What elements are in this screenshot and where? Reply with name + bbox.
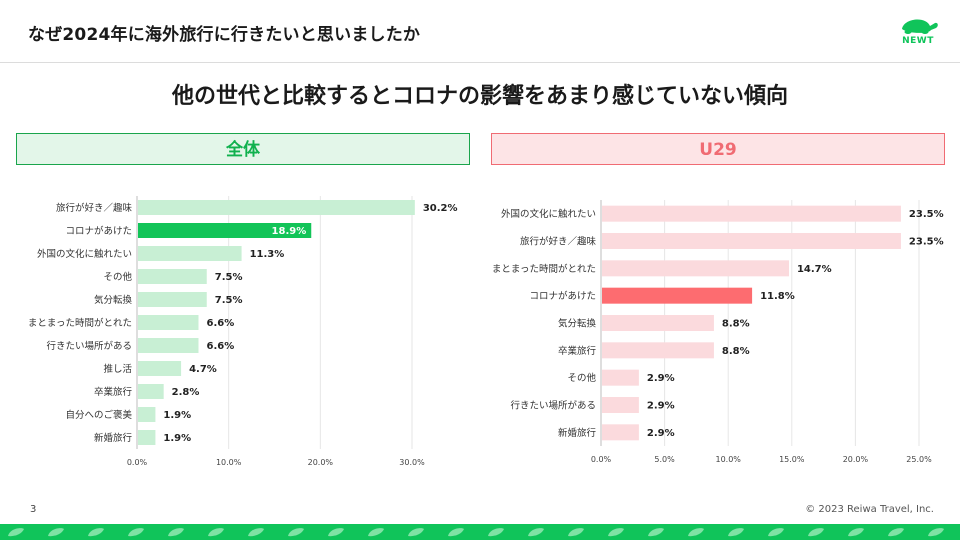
- overall-bar: [138, 315, 199, 330]
- overall-value-label: 1.9%: [163, 410, 191, 421]
- u29-bar: [602, 233, 901, 249]
- overall-xtick-label: 10.0%: [216, 458, 242, 467]
- overall-category-label: 新婚旅行: [94, 432, 133, 444]
- overall-value-label: 4.7%: [189, 364, 217, 375]
- overall-category-label: 自分へのご褒美: [65, 409, 132, 421]
- u29-xtick-label: 15.0%: [779, 455, 805, 464]
- u29-bar: [602, 369, 639, 386]
- u29-value-label: 23.5%: [909, 209, 944, 220]
- u29-bar: [602, 205, 901, 222]
- u29-value-label: 23.5%: [909, 237, 944, 248]
- copyright-text: © 2023 Reiwa Travel, Inc.: [805, 504, 934, 515]
- overall-category-label: 推し活: [103, 363, 132, 375]
- u29-category-label: その他: [567, 372, 596, 384]
- panel-heading-u29: U29: [491, 133, 945, 165]
- overall-category-label: まとまった時間がとれた: [28, 317, 132, 329]
- u29-category-label: コロナがあけた: [529, 290, 596, 302]
- overall-value-label: 18.9%: [272, 226, 307, 237]
- page-number: 3: [30, 504, 37, 515]
- leaf-pattern-icon: [8, 528, 944, 537]
- overall-value-label: 7.5%: [215, 295, 243, 306]
- u29-value-label: 2.9%: [647, 373, 675, 384]
- overall-value-label: 7.5%: [215, 272, 243, 283]
- brand-logo: NEWT: [896, 12, 940, 52]
- u29-xtick-label: 20.0%: [843, 455, 869, 464]
- u29-xtick-label: 0.0%: [591, 455, 612, 464]
- u29-bar: [602, 397, 639, 413]
- u29-value-label: 2.9%: [647, 401, 675, 412]
- u29-value-label: 8.8%: [722, 346, 750, 357]
- overall-bar: [138, 200, 415, 215]
- u29-category-label: 旅行が好き／趣味: [520, 236, 597, 248]
- overall-category-label: 旅行が好き／趣味: [56, 202, 133, 214]
- u29-value-label: 8.8%: [722, 319, 750, 330]
- overall-value-label: 2.8%: [172, 387, 200, 398]
- overall-bar: [138, 430, 156, 445]
- footer-band: [0, 524, 960, 540]
- page-title: なぜ2024年に海外旅行に行きたいと思いましたか: [28, 25, 421, 45]
- overall-value-label: 11.3%: [250, 249, 285, 260]
- overall-category-label: 外国の文化に触れたい: [37, 248, 132, 260]
- overall-category-label: 卒業旅行: [94, 386, 133, 398]
- overall-value-label: 30.2%: [423, 203, 458, 214]
- panel-heading-overall: 全体: [16, 133, 470, 165]
- u29-category-label: 新婚旅行: [558, 427, 597, 439]
- u29-bar: [602, 287, 753, 304]
- overall-bar: [138, 407, 156, 422]
- overall-bar: [138, 292, 207, 307]
- overall-xtick-label: 30.0%: [399, 458, 425, 467]
- overall-xtick-label: 0.0%: [127, 458, 148, 467]
- overall-value-label: 1.9%: [163, 433, 191, 444]
- overall-bar: [138, 246, 242, 261]
- u29-value-label: 11.8%: [760, 291, 795, 302]
- overall-category-label: 行きたい場所がある: [46, 340, 132, 352]
- u29-value-label: 2.9%: [647, 428, 675, 439]
- overall-bar: [138, 338, 199, 353]
- u29-category-label: 気分転換: [558, 318, 597, 330]
- u29-category-label: 外国の文化に触れたい: [501, 208, 596, 220]
- turtle-icon: [902, 19, 938, 34]
- u29-xtick-label: 5.0%: [654, 455, 675, 464]
- u29-category-label: 卒業旅行: [558, 345, 597, 357]
- slide-subtitle: 他の世代と比較するとコロナの影響をあまり感じていない傾向: [171, 84, 788, 109]
- overall-bar: [138, 269, 207, 284]
- overall-bar: [138, 384, 164, 399]
- overall-category-label: コロナがあけた: [65, 225, 132, 237]
- u29-bar: [602, 315, 714, 331]
- overall-category-label: 気分転換: [94, 294, 133, 306]
- overall-value-label: 6.6%: [207, 341, 235, 352]
- u29-xtick-label: 25.0%: [906, 455, 932, 464]
- overall-category-label: その他: [103, 271, 132, 283]
- header-divider: [0, 62, 960, 63]
- u29-bar: [602, 260, 789, 277]
- u29-category-label: まとまった時間がとれた: [492, 263, 596, 275]
- u29-bar: [602, 424, 639, 441]
- overall-value-label: 6.6%: [207, 318, 235, 329]
- u29-xtick-label: 10.0%: [715, 455, 741, 464]
- overall-xtick-label: 20.0%: [308, 458, 334, 467]
- u29-value-label: 14.7%: [797, 264, 832, 275]
- u29-category-label: 行きたい場所がある: [510, 400, 596, 412]
- overall-bar: [138, 361, 182, 376]
- brand-logo-text: NEWT: [902, 36, 934, 46]
- u29-bar: [602, 342, 714, 359]
- overall-bar: [138, 223, 312, 238]
